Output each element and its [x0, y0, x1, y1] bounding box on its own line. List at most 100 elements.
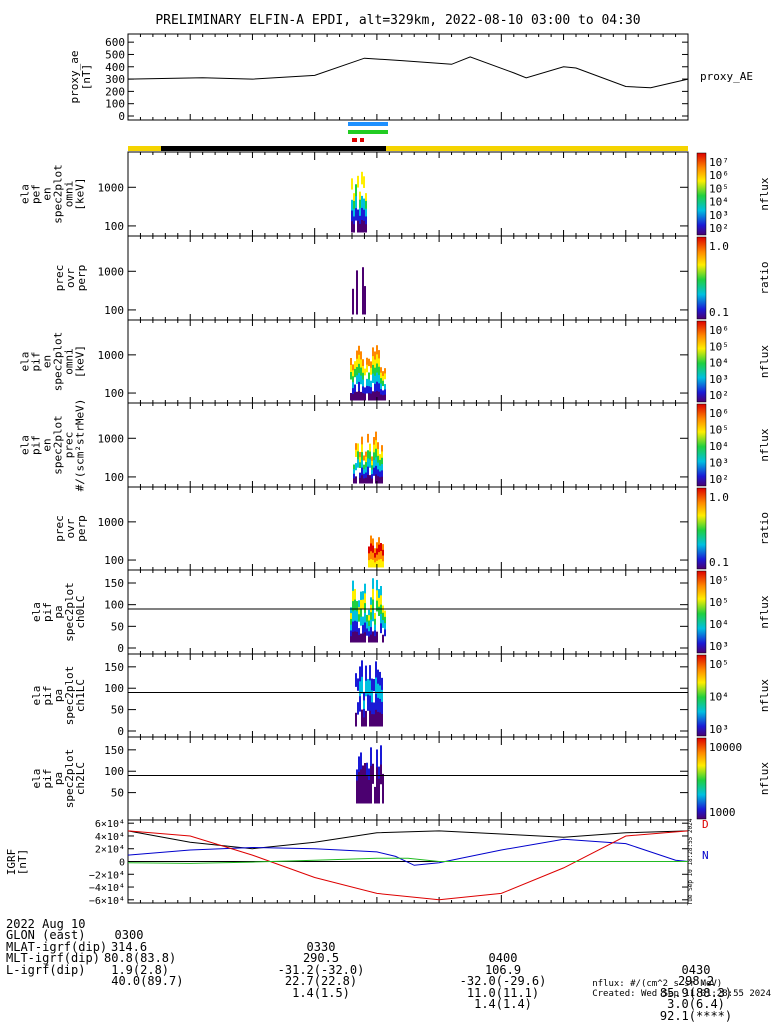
data-cell	[350, 607, 352, 614]
colorbar-tick-label: 10³	[709, 640, 729, 653]
data-cell	[374, 624, 376, 631]
panel-ylabel-line: spec2plot	[63, 666, 76, 726]
data-cell	[359, 223, 361, 233]
data-cell	[377, 469, 379, 477]
panel-ylabel-line: ch1LC	[74, 679, 87, 712]
created-stamp: Created: Wed Sep 11 01:28:55 2024	[592, 989, 771, 999]
panel-ylabel-line: [keV]	[74, 177, 87, 210]
panel-ylabel-line: en	[41, 355, 54, 368]
data-cell	[366, 385, 368, 394]
data-cell	[370, 784, 372, 804]
y-tick-label: 150	[104, 661, 124, 674]
data-cell	[371, 469, 373, 475]
igrf-side-stamp: Tue Sep 10 18:28:55 2024	[687, 818, 694, 905]
data-cell	[363, 700, 365, 710]
data-cell	[365, 467, 367, 474]
data-cell	[381, 476, 383, 484]
data-cell	[384, 623, 386, 630]
igrf-series-line	[127, 857, 688, 864]
data-cell	[366, 357, 368, 366]
data-cell	[364, 368, 366, 376]
data-cell	[373, 444, 375, 453]
data-cell	[376, 600, 378, 612]
data-cell	[377, 711, 379, 727]
colorbar-gradient	[696, 570, 707, 654]
data-cell	[354, 631, 356, 643]
panel-ylabel-line: spec2plot	[52, 332, 65, 392]
data-cell	[352, 631, 354, 643]
igrf-series-line	[127, 830, 689, 901]
data-cell	[376, 381, 378, 392]
panel-frame	[127, 319, 689, 404]
data-cell	[356, 367, 358, 376]
data-cell	[375, 693, 377, 711]
zone-blue-bar	[348, 122, 388, 126]
data-cell	[359, 199, 361, 209]
panel-ylabel-line: spec2plot	[63, 749, 76, 809]
igrf-y-tick-label: −2×10⁴	[89, 870, 125, 881]
data-cell	[378, 350, 380, 359]
data-cell	[356, 780, 358, 793]
igrf-y-tick-label: −4×10⁴	[89, 883, 125, 894]
data-cell	[381, 701, 383, 715]
igrf-y-tick-label: 6×10⁴	[95, 819, 125, 830]
data-cell	[377, 455, 379, 464]
data-cell	[372, 545, 374, 554]
data-cell	[380, 383, 382, 390]
data-cell	[380, 378, 382, 385]
footer-val: 1.4(1.5)	[292, 985, 350, 1000]
data-cell	[357, 220, 359, 233]
data-cell	[370, 627, 372, 636]
data-cell	[377, 697, 379, 713]
data-cell	[384, 373, 386, 380]
data-cell	[375, 709, 377, 727]
panel-ylabel-line: prec	[53, 265, 66, 292]
data-cell	[358, 372, 360, 383]
colorbar-tick-label: 0.1	[709, 556, 729, 569]
footer-val: -31.2(-32.0)	[277, 962, 365, 977]
data-cell	[381, 445, 383, 452]
panel-ylabel-line: en	[41, 187, 54, 200]
data-cell	[378, 766, 380, 780]
data-cell	[366, 621, 368, 629]
data-cell	[374, 548, 376, 554]
data-cell	[352, 394, 354, 401]
data-cell	[370, 612, 372, 621]
data-cell	[374, 557, 376, 563]
data-cell	[354, 361, 356, 370]
footer-label: MLT-igrf(dip)	[6, 951, 100, 965]
data-cell	[351, 199, 353, 212]
data-cell	[363, 708, 365, 718]
data-cell	[364, 632, 366, 643]
data-cell	[354, 588, 356, 601]
data-cell	[370, 551, 372, 560]
data-cell	[372, 588, 374, 601]
y-tick-label: 100	[104, 554, 124, 567]
data-cell	[364, 783, 366, 804]
colorbar: 10⁶ 10⁵ 10⁴ 10³ 10² nflux	[696, 320, 771, 403]
y-tick-label: 150	[104, 577, 124, 590]
ae-series-line	[127, 56, 689, 89]
y-tick-label: 150	[104, 744, 124, 757]
panel-ylabel-line: perp	[75, 265, 88, 292]
y-tick-label: 1000	[98, 516, 125, 529]
igrf-ylabel-2: [nT]	[16, 849, 29, 876]
data-cell	[361, 195, 363, 209]
data-cell	[358, 756, 360, 773]
data-cell	[376, 390, 378, 401]
data-cell	[353, 216, 355, 225]
data-cell	[366, 762, 368, 777]
data-cell	[373, 452, 375, 461]
colorbar-tick-label: 10⁷	[709, 156, 729, 169]
colorbar-label-text: nflux	[758, 345, 771, 378]
ae-y-tick-label: 0	[118, 110, 125, 123]
data-cell	[375, 661, 377, 679]
colorbar-tick-label: 10²	[709, 222, 729, 235]
data-cell	[353, 193, 355, 202]
data-cell	[365, 224, 367, 233]
data-cell	[377, 462, 379, 470]
